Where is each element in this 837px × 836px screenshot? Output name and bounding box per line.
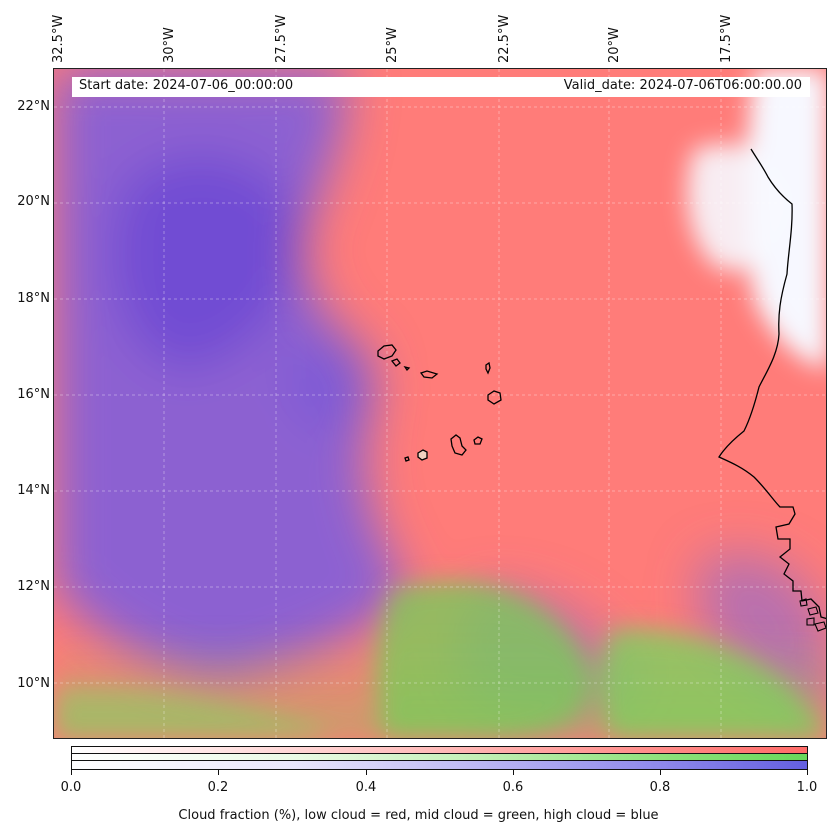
lon-tick-17-5w: 17.5°W xyxy=(719,14,734,63)
colorbar-caption: Cloud fraction (%), low cloud = red, mid… xyxy=(178,808,659,823)
colorbar-high-cloud-row xyxy=(72,761,807,769)
island-sao-nicolau xyxy=(419,370,439,379)
lat-tick-14n: 14°N xyxy=(17,483,50,498)
colorbar-tick-1 xyxy=(218,770,219,775)
island-santa-luzia xyxy=(403,365,411,372)
coastline-islands xyxy=(377,344,502,462)
date-label-box: Start date: 2024-07-06_00:00:00 Valid_da… xyxy=(72,77,810,97)
colorbar-label-1: 0.2 xyxy=(207,780,229,795)
colorbar-tick-4 xyxy=(660,770,661,775)
valid-date-label: Valid_date: 2024-07-06T06:00:00.00 xyxy=(563,78,802,93)
lat-tick-18n: 18°N xyxy=(17,291,50,306)
colorbar-label-0: 0.0 xyxy=(60,780,82,795)
map-panel: Start date: 2024-07-06_00:00:00 Valid_da… xyxy=(53,68,827,739)
colorbar-mid-cloud-row xyxy=(72,754,807,761)
island-santo-antao xyxy=(377,344,397,360)
island-boa-vista xyxy=(487,390,502,405)
colorbar-tick-2 xyxy=(366,770,367,775)
colorbar-label-2: 0.4 xyxy=(355,780,377,795)
colorbar-label-3: 0.6 xyxy=(502,780,524,795)
island-sao-vicente xyxy=(390,358,401,367)
lat-tick-12n: 12°N xyxy=(17,579,50,594)
colorbar-tick-3 xyxy=(513,770,514,775)
lat-tick-22n: 22°N xyxy=(17,99,50,114)
lat-tick-10n: 10°N xyxy=(17,676,50,691)
lon-tick-20w: 20°W xyxy=(607,27,622,63)
map-gridlines xyxy=(54,69,826,738)
island-fogo xyxy=(417,449,428,461)
cloud-fraction-map xyxy=(54,69,826,738)
lat-tick-20n: 20°N xyxy=(17,194,50,209)
mid-cloud-field xyxy=(54,581,826,738)
island-santiago xyxy=(450,434,467,456)
coastline-coast-islets xyxy=(799,598,826,632)
island-brava xyxy=(404,456,410,462)
lon-tick-27-5w: 27.5°W xyxy=(274,14,289,63)
lon-tick-22-5w: 22.5°W xyxy=(497,14,512,63)
lon-tick-30w: 30°W xyxy=(162,27,177,63)
lon-tick-25w: 25°W xyxy=(385,27,400,63)
colorbar-tick-0 xyxy=(71,770,72,775)
african-coastline xyxy=(718,148,826,620)
start-date-label: Start date: 2024-07-06_00:00:00 xyxy=(79,78,294,93)
lon-tick-32-5w: 32.5°W xyxy=(51,14,66,63)
lat-tick-16n: 16°N xyxy=(17,387,50,402)
colorbar xyxy=(71,746,808,770)
island-maio xyxy=(473,436,483,445)
island-sal xyxy=(485,361,491,375)
colorbar-label-4: 0.8 xyxy=(649,780,671,795)
colorbar-label-5: 1.0 xyxy=(796,780,818,795)
colorbar-tick-5 xyxy=(807,770,808,775)
colorbar-low-cloud-row xyxy=(72,747,807,754)
